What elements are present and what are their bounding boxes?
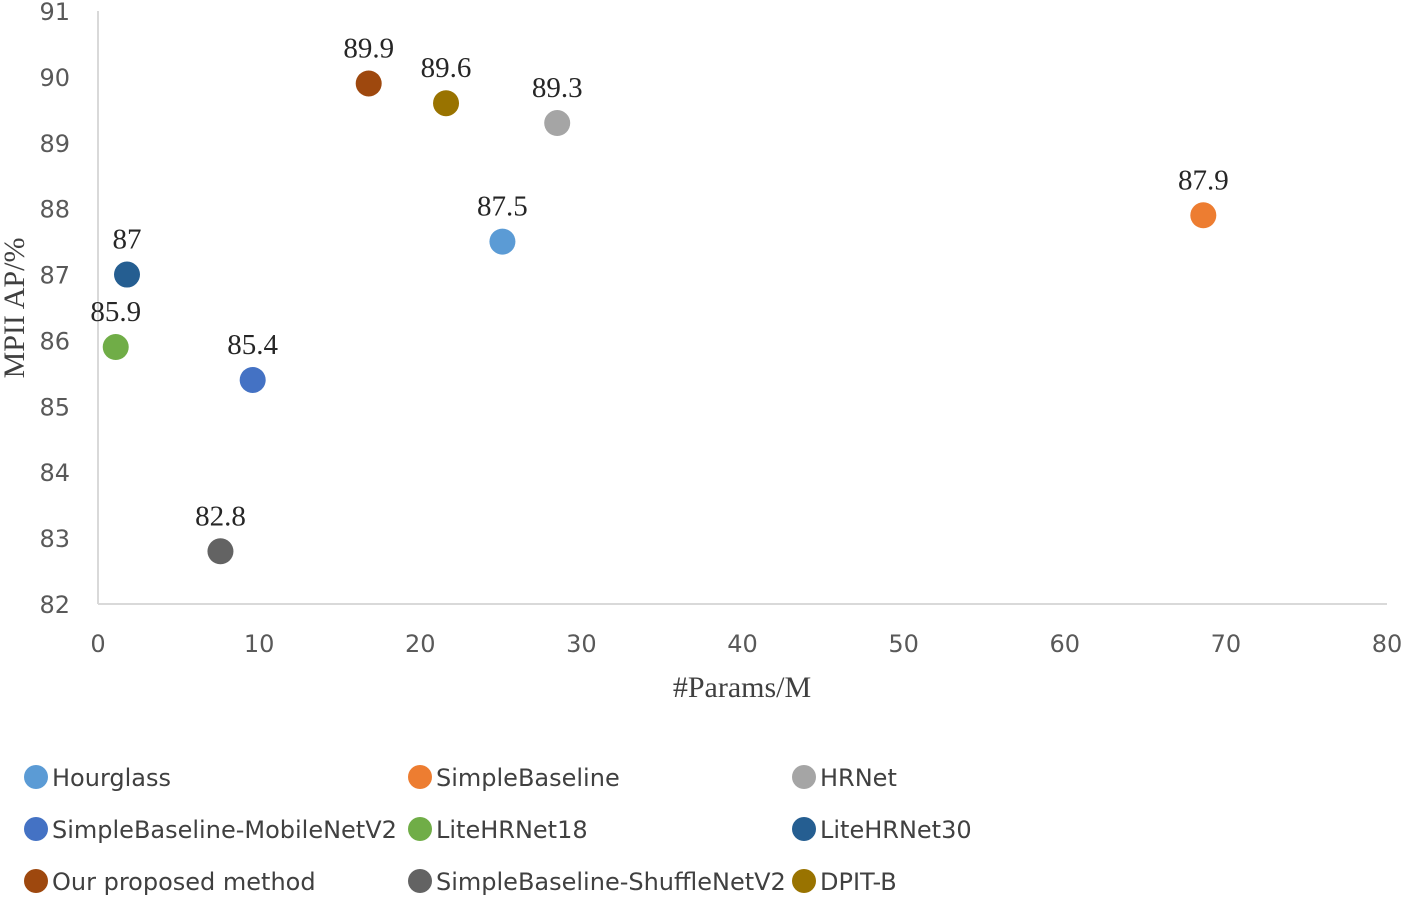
data-label: 89.3	[532, 72, 583, 104]
data-point	[544, 110, 571, 137]
legend-item: HRNet	[792, 764, 897, 792]
legend-item: DPIT-B	[792, 868, 897, 896]
data-point	[102, 334, 129, 361]
legend-label: SimpleBaseline-MobileNetV2	[52, 816, 397, 844]
x-tick-label: 20	[405, 630, 436, 658]
legend-marker	[792, 765, 816, 789]
legend-label: LiteHRNet30	[820, 816, 972, 844]
legend-item: LiteHRNet18	[408, 816, 588, 844]
data-label: 87.5	[477, 191, 528, 223]
y-tick-label: 85	[39, 393, 70, 421]
x-tick-label: 0	[90, 630, 105, 658]
legend-item: LiteHRNet30	[792, 816, 972, 844]
x-axis-title: #Params/M	[673, 671, 811, 704]
y-tick-label: 84	[39, 459, 70, 487]
y-tick-label: 91	[39, 0, 70, 26]
legend-item: SimpleBaseline	[408, 764, 620, 792]
x-tick-label: 50	[888, 630, 919, 658]
legend-label: LiteHRNet18	[436, 816, 588, 844]
data-label: 89.6	[421, 52, 472, 84]
data-label: 89.9	[343, 32, 394, 64]
data-point	[489, 228, 516, 255]
legend: Hourglass SimpleBaseline HRNet SimpleBaseli…	[24, 764, 972, 896]
legend-item: Hourglass	[24, 764, 171, 792]
legend-label: Our proposed method	[52, 868, 316, 896]
legend-marker	[24, 765, 48, 789]
y-axis-title: MPII AP/%	[0, 238, 31, 379]
legend-label: DPIT-B	[820, 868, 897, 896]
y-tick-label: 87	[39, 262, 70, 290]
legend-marker	[792, 869, 816, 893]
legend-item: SimpleBaseline-MobileNetV2	[24, 816, 397, 844]
data-point	[1190, 202, 1217, 229]
legend-label: Hourglass	[52, 764, 171, 792]
x-axis-ticks: 0 10 20 30 40 50 60 70 80	[90, 630, 1402, 658]
legend-marker	[408, 869, 432, 893]
data-points: 87.5 87.9 89.3 85.4 85.9 87 89.9 82.8 89.6	[90, 32, 1229, 565]
legend-marker	[408, 817, 432, 841]
legend-marker	[408, 765, 432, 789]
legend-label: SimpleBaseline	[436, 764, 620, 792]
data-label: 87.9	[1178, 164, 1229, 196]
data-label: 82.8	[195, 500, 246, 532]
x-tick-label: 10	[244, 630, 275, 658]
legend-marker	[24, 869, 48, 893]
x-tick-label: 60	[1049, 630, 1080, 658]
data-label: 85.9	[90, 296, 141, 328]
data-label: 85.4	[227, 329, 278, 361]
x-tick-label: 40	[727, 630, 758, 658]
legend-marker	[24, 817, 48, 841]
x-tick-label: 30	[566, 630, 597, 658]
data-point	[114, 261, 141, 288]
legend-label: HRNet	[820, 764, 897, 792]
legend-marker	[792, 817, 816, 841]
legend-item: SimpleBaseline-ShuffleNetV2	[408, 868, 786, 896]
y-tick-label: 86	[39, 327, 70, 355]
x-tick-label: 80	[1372, 630, 1403, 658]
y-tick-label: 90	[39, 64, 70, 92]
y-axis-ticks: 82 83 84 85 86 87 88 89 90 91	[39, 0, 70, 619]
data-point	[433, 90, 460, 117]
legend-label: SimpleBaseline-ShuffleNetV2	[436, 868, 786, 896]
y-tick-label: 88	[39, 196, 70, 224]
x-tick-label: 70	[1211, 630, 1242, 658]
legend-item: Our proposed method	[24, 868, 316, 896]
y-tick-label: 82	[39, 591, 70, 619]
data-point	[207, 538, 234, 565]
data-point	[355, 70, 382, 97]
data-point	[239, 366, 266, 393]
data-label: 87	[113, 224, 142, 256]
y-tick-label: 83	[39, 525, 70, 553]
y-tick-label: 89	[39, 130, 70, 158]
